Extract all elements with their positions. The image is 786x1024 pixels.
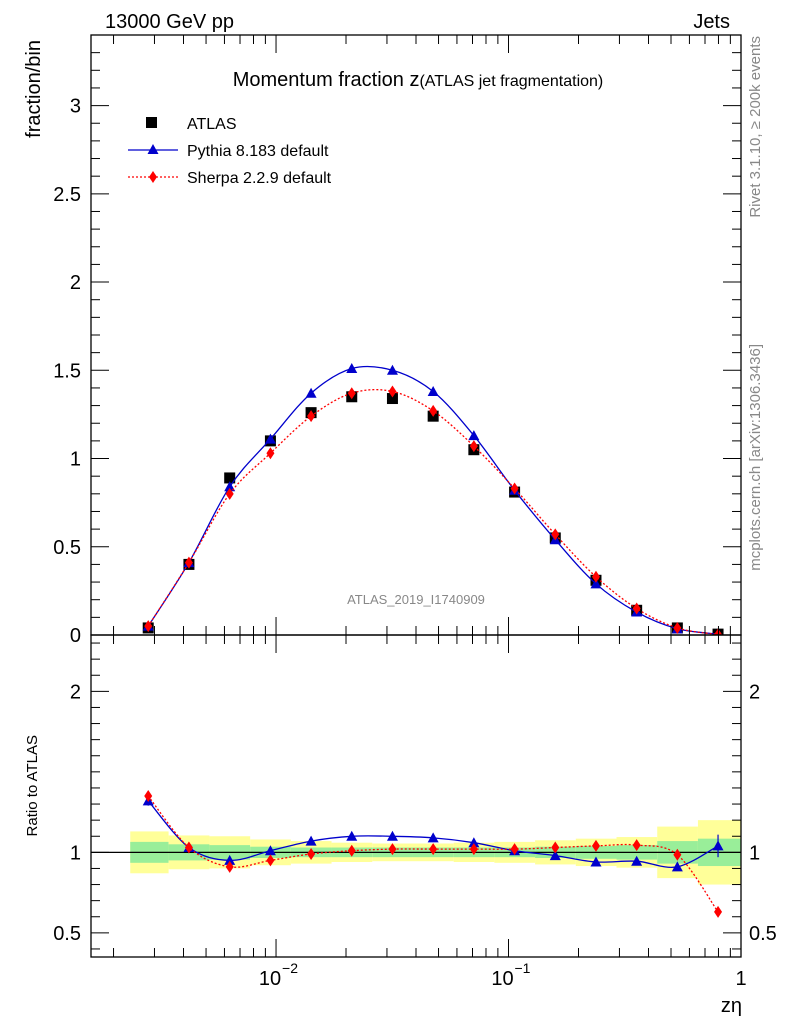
legend-atlas-label: ATLAS [187,116,237,133]
legend-pythia-marker [147,144,159,154]
x-tick-label: 1 [735,968,746,990]
main-point-diamond [673,621,682,634]
x-tick-exponent: −1 [515,960,531,976]
mcplots-label: mcplots.cern.ch [arXiv:1306.3436] [747,344,764,571]
ratio-point-diamond [714,905,723,918]
ratio-point-triangle [346,830,358,841]
ratio-point-triangle [671,861,683,872]
ratio-point-diamond [388,843,397,856]
main-point-square [386,393,398,405]
ratio-plot: 0.5 0.51 12 210 −2 10 −1 1 [53,634,777,990]
main-point-triangle [224,481,236,492]
ratio-point-triangle [590,856,602,867]
chart-title-sub: (ATLAS jet fragmentation) [419,73,603,90]
ratio-point-triangle [549,850,561,861]
main-point-diamond [469,440,478,453]
main-ytick-label: 3 [70,96,81,118]
ratio-point-triangle [264,845,276,856]
legend-sherpa-marker [149,171,157,183]
main-point-triangle [427,385,439,396]
ratio-ytick-label-right: 2 [749,681,760,703]
ratio-point-diamond [673,848,682,861]
ratio-ytick-label-right: 1 [749,842,760,864]
chart-title: Momentum fraction z(ATLAS jet fragmentat… [233,69,604,91]
main-point-diamond [510,482,519,495]
main-ytick-label: 1.5 [53,360,81,382]
ratio-ytick-label-left: 0.5 [53,923,81,945]
energy-label: 13000 GeV pp [105,11,234,33]
analysis-id-label: ATLAS_2019_I1740909 [347,592,485,607]
ratio-point-triangle [305,835,317,846]
chart-title-main: Momentum fraction [233,69,410,91]
ratio-series-diamond [144,790,723,918]
ratio-y-axis-label: Ratio to ATLAS [24,735,41,836]
ratio-point-triangle [386,830,398,841]
ratio-point-diamond [144,790,153,802]
main-point-triangle [590,578,602,589]
main-point-triangle [305,387,317,398]
main-point-diamond [184,556,193,569]
main-ytick-label: 2 [70,272,81,294]
main-point-triangle [264,433,276,444]
ratio-point-diamond [307,847,316,860]
x-tick-exponent: −2 [282,960,298,976]
main-series-diamond [144,385,723,635]
main-point-diamond [632,602,641,615]
main-ytick-label: 2.5 [53,184,81,206]
ratio-ytick-label-left: 2 [70,681,81,703]
ratio-point-diamond [266,854,275,867]
ratio-frame [90,634,742,958]
x-tick-label: 10 [491,968,513,990]
main-ytick-label: 0.5 [53,537,81,559]
ratio-point-triangle [224,854,236,865]
main-point-diamond [307,410,316,423]
chart-title-var: z [409,69,419,91]
category-label: Jets [693,11,730,33]
rivet-label: Rivet 3.1.10, ≥ 200k events [747,36,764,218]
ratio-point-diamond [347,844,356,857]
main-point-triangle [346,363,358,374]
ratio-point-triangle [427,832,439,843]
ratio-point-diamond [510,843,519,856]
ratio-point-diamond [632,839,641,852]
ratio-point-triangle [631,855,643,866]
main-point-diamond [388,385,397,398]
main-point-diamond [551,528,560,541]
ratio-series-triangle [142,795,724,872]
main-ytick-label: 1 [70,449,81,471]
main-point-square [224,472,236,484]
main-point-diamond [266,447,275,460]
main-point-triangle [468,430,480,441]
main-point-diamond [144,620,153,633]
legend-pythia-label: Pythia 8.183 default [187,143,329,160]
ratio-point-triangle [468,837,480,848]
legend: ATLAS Pythia 8.183 default Sherpa 2.2.9 … [128,116,332,187]
main-point-triangle [386,364,398,375]
ratio-point-diamond [591,839,600,852]
legend-atlas-marker [146,117,157,128]
main-point-diamond [347,387,356,400]
ratio-ytick-label-left: 1 [70,842,81,864]
legend-sherpa-label: Sherpa 2.2.9 default [187,170,332,187]
main-point-diamond [225,487,234,500]
ratio-point-diamond [429,843,438,856]
ratio-point-diamond [225,860,234,873]
ratio-point-diamond [184,841,193,854]
ratio-ytick-label-right: 0.5 [749,923,777,945]
x-tick-label: 10 [259,968,281,990]
main-ytick-label: 0 [70,625,81,647]
main-point-diamond [591,570,600,583]
ratio-point-diamond [551,841,560,854]
ratio-point-triangle [712,840,724,851]
main-point-diamond [429,404,438,417]
x-axis-label: zη [721,995,742,1017]
main-y-axis-label: fraction/bin [23,40,45,138]
ratio-point-diamond [469,843,478,856]
